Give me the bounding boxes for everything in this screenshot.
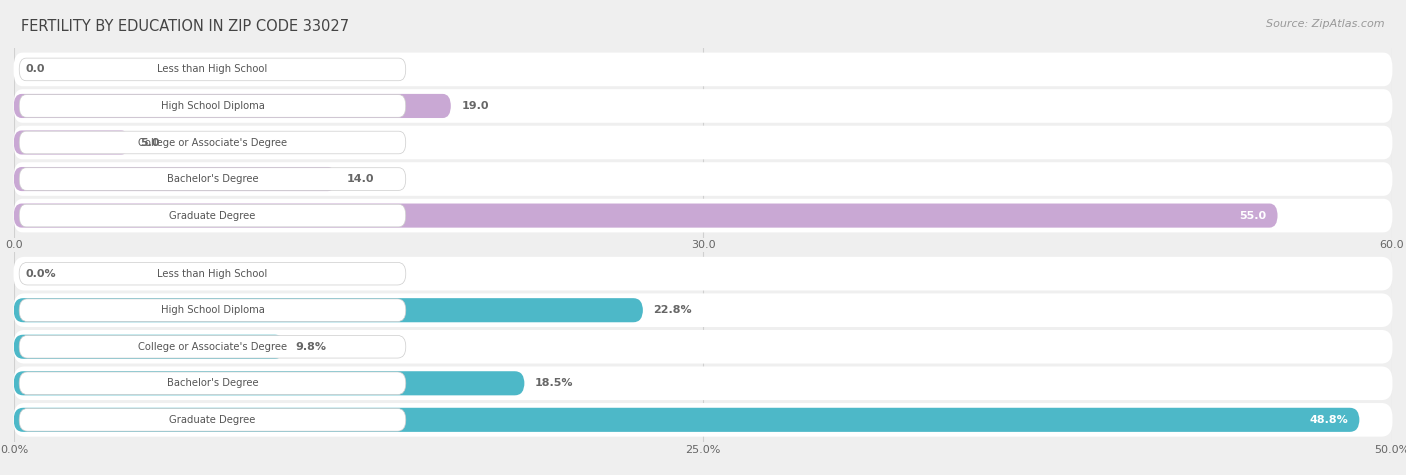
Text: High School Diploma: High School Diploma (160, 101, 264, 111)
Text: High School Diploma: High School Diploma (160, 305, 264, 315)
Text: Bachelor's Degree: Bachelor's Degree (167, 174, 259, 184)
FancyBboxPatch shape (20, 95, 406, 117)
Text: Bachelor's Degree: Bachelor's Degree (167, 378, 259, 388)
FancyBboxPatch shape (14, 167, 336, 191)
Text: 48.8%: 48.8% (1309, 415, 1348, 425)
FancyBboxPatch shape (14, 403, 1392, 437)
FancyBboxPatch shape (14, 257, 1392, 291)
FancyBboxPatch shape (20, 408, 406, 431)
Text: 22.8%: 22.8% (654, 305, 692, 315)
FancyBboxPatch shape (20, 58, 406, 81)
FancyBboxPatch shape (14, 298, 643, 322)
FancyBboxPatch shape (14, 408, 1360, 432)
FancyBboxPatch shape (14, 335, 284, 359)
FancyBboxPatch shape (14, 89, 1392, 123)
Text: 9.8%: 9.8% (295, 342, 326, 352)
Text: 19.0: 19.0 (461, 101, 489, 111)
FancyBboxPatch shape (20, 372, 406, 395)
FancyBboxPatch shape (14, 330, 1392, 363)
Text: Less than High School: Less than High School (157, 65, 267, 75)
FancyBboxPatch shape (14, 53, 1392, 86)
FancyBboxPatch shape (20, 299, 406, 322)
Text: 5.0: 5.0 (141, 137, 159, 148)
FancyBboxPatch shape (14, 199, 1392, 232)
Text: FERTILITY BY EDUCATION IN ZIP CODE 33027: FERTILITY BY EDUCATION IN ZIP CODE 33027 (21, 19, 349, 34)
FancyBboxPatch shape (20, 168, 406, 190)
FancyBboxPatch shape (14, 131, 129, 154)
FancyBboxPatch shape (20, 204, 406, 227)
Text: 55.0: 55.0 (1239, 210, 1265, 220)
FancyBboxPatch shape (14, 162, 1392, 196)
Text: College or Associate's Degree: College or Associate's Degree (138, 342, 287, 352)
Text: 18.5%: 18.5% (534, 378, 574, 388)
Text: Graduate Degree: Graduate Degree (169, 415, 256, 425)
Text: Less than High School: Less than High School (157, 269, 267, 279)
FancyBboxPatch shape (20, 262, 406, 285)
Text: 0.0: 0.0 (25, 65, 45, 75)
Text: College or Associate's Degree: College or Associate's Degree (138, 137, 287, 148)
FancyBboxPatch shape (14, 203, 1278, 228)
Text: Source: ZipAtlas.com: Source: ZipAtlas.com (1267, 19, 1385, 29)
Text: 0.0%: 0.0% (25, 269, 56, 279)
FancyBboxPatch shape (20, 131, 406, 154)
FancyBboxPatch shape (14, 94, 451, 118)
FancyBboxPatch shape (20, 335, 406, 358)
FancyBboxPatch shape (14, 367, 1392, 400)
Text: Graduate Degree: Graduate Degree (169, 210, 256, 220)
FancyBboxPatch shape (14, 294, 1392, 327)
FancyBboxPatch shape (14, 126, 1392, 159)
Text: 14.0: 14.0 (347, 174, 374, 184)
FancyBboxPatch shape (14, 371, 524, 395)
